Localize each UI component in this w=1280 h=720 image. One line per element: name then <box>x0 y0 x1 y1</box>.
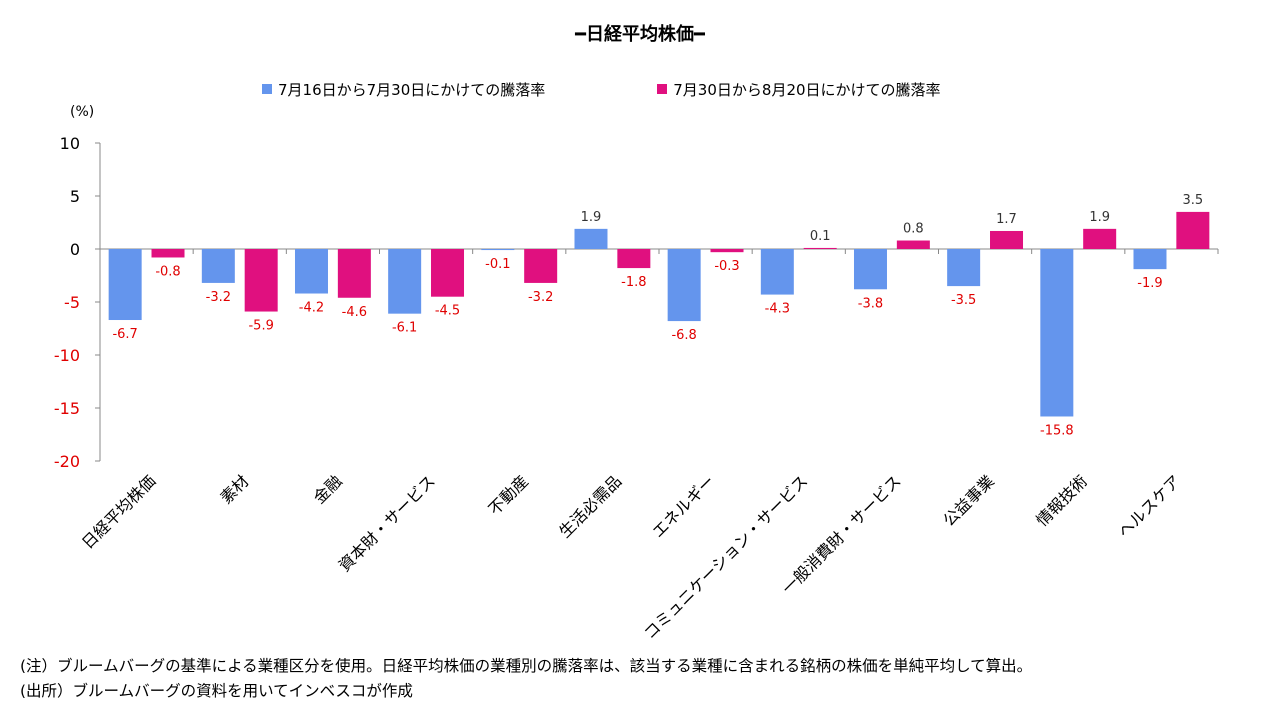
footnotes: (注）ブルームバーグの基準による業種区分を使用。日経平均株価の業種別の騰落率は、… <box>20 654 1032 704</box>
data-label-series2: -1.8 <box>621 275 646 290</box>
data-label-series1: -15.8 <box>1040 423 1074 438</box>
x-category-label: 金融 <box>310 471 346 507</box>
x-category-label: 日経平均株価 <box>78 471 159 552</box>
bar-series1 <box>481 249 515 251</box>
data-label-series1: -6.8 <box>671 328 696 343</box>
legend-item-series1: 7月16日から7月30日にかけての騰落率 <box>262 79 545 100</box>
x-category-label: 資本財・サービス <box>335 471 439 575</box>
bar-series2 <box>524 249 558 283</box>
legend-item-series2: 7月30日から8月20日にかけての騰落率 <box>657 79 941 100</box>
bar-series2 <box>990 230 1024 249</box>
bar-series1 <box>947 249 981 287</box>
x-category-label: エネルギー <box>648 471 718 541</box>
bar-series2 <box>1083 228 1117 249</box>
data-label-series1: -4.2 <box>299 301 324 316</box>
bar-series1 <box>1040 249 1074 417</box>
y-tick-label: -5 <box>64 293 80 312</box>
bar-series2 <box>151 249 185 258</box>
bar-series2 <box>337 249 371 298</box>
data-label-series1: -3.5 <box>951 293 976 308</box>
x-category-label: 素材 <box>217 471 253 507</box>
data-label-series2: -4.5 <box>435 304 460 319</box>
legend: 7月16日から7月30日にかけての騰落率 7月30日から8月20日にかけての騰落… <box>262 78 1053 100</box>
bar-series1 <box>1133 249 1167 270</box>
x-category-label: 生活必需品 <box>555 471 625 541</box>
footnote-note: (注）ブルームバーグの基準による業種区分を使用。日経平均株価の業種別の騰落率は、… <box>20 657 1033 675</box>
data-label-series2: 1.7 <box>996 212 1017 227</box>
data-label-series2: 0.1 <box>810 229 831 244</box>
bar-series1 <box>574 228 608 249</box>
data-label-series2: -4.6 <box>342 305 367 320</box>
legend-label-series1: 7月16日から7月30日にかけての騰落率 <box>278 80 546 99</box>
data-label-series2: 3.5 <box>1183 193 1204 208</box>
data-label-series2: -0.3 <box>714 259 739 274</box>
bar-series1 <box>294 249 328 294</box>
bar-series1 <box>108 249 142 321</box>
bar-series1 <box>388 249 422 314</box>
y-tick-label: 10 <box>60 134 80 153</box>
footnote-source: (出所）ブルームバーグの資料を用いてインベスコが作成 <box>20 682 413 700</box>
data-label-series1: -3.2 <box>206 290 231 305</box>
chart-title: ━日経平均株価━ <box>575 24 705 45</box>
bar-series2 <box>1176 211 1210 249</box>
data-label-series1: -4.3 <box>765 302 790 317</box>
bar-series2 <box>431 249 465 297</box>
data-label-series2: 0.8 <box>903 222 924 237</box>
data-label-series2: 1.9 <box>1089 210 1110 225</box>
legend-label-series2: 7月30日から8月20日にかけての騰落率 <box>673 80 941 99</box>
x-category-label: 公益事業 <box>939 471 998 530</box>
data-label-series1: 1.9 <box>581 210 602 225</box>
y-tick-label: 5 <box>70 187 80 206</box>
bar-series2 <box>710 249 744 253</box>
y-tick-label: 0 <box>70 240 80 259</box>
x-category-label: コミュニケーション・サービス <box>640 471 812 643</box>
data-label-series1: -3.8 <box>858 296 883 311</box>
bar-chart: 10 5 0 -5 -10 -15 -20 -6.7 -0.8 日経平均株価 -3.2 -5.9 素材 -… <box>54 134 1219 643</box>
bar-series1 <box>760 249 794 295</box>
y-tick-label: -20 <box>54 452 80 471</box>
x-category-label: ヘルスケア <box>1114 471 1184 541</box>
x-category-label: 情報技術 <box>1032 471 1091 530</box>
y-axis-unit-label: (%) <box>70 104 95 120</box>
data-label-series2: -0.8 <box>155 264 180 279</box>
data-label-series1: -1.9 <box>1137 276 1162 291</box>
legend-swatch-series1 <box>262 84 272 94</box>
data-label-series2: -5.9 <box>248 319 273 334</box>
bar-series2 <box>896 240 930 249</box>
bar-series1 <box>667 249 701 322</box>
data-label-series2: -3.2 <box>528 290 553 305</box>
bar-series1 <box>853 249 887 290</box>
data-label-series1: -6.1 <box>392 321 417 336</box>
bar-series1 <box>201 249 235 283</box>
bar-series2 <box>803 247 837 249</box>
bar-series2 <box>244 249 278 312</box>
y-tick-label: -10 <box>54 346 80 365</box>
legend-swatch-series2 <box>657 84 668 94</box>
data-label-series1: -6.7 <box>112 327 137 342</box>
x-category-label: 不動産 <box>485 471 532 518</box>
bar-series2 <box>617 249 651 269</box>
y-tick-label: -15 <box>54 399 80 418</box>
data-label-series1: -0.1 <box>485 257 510 272</box>
